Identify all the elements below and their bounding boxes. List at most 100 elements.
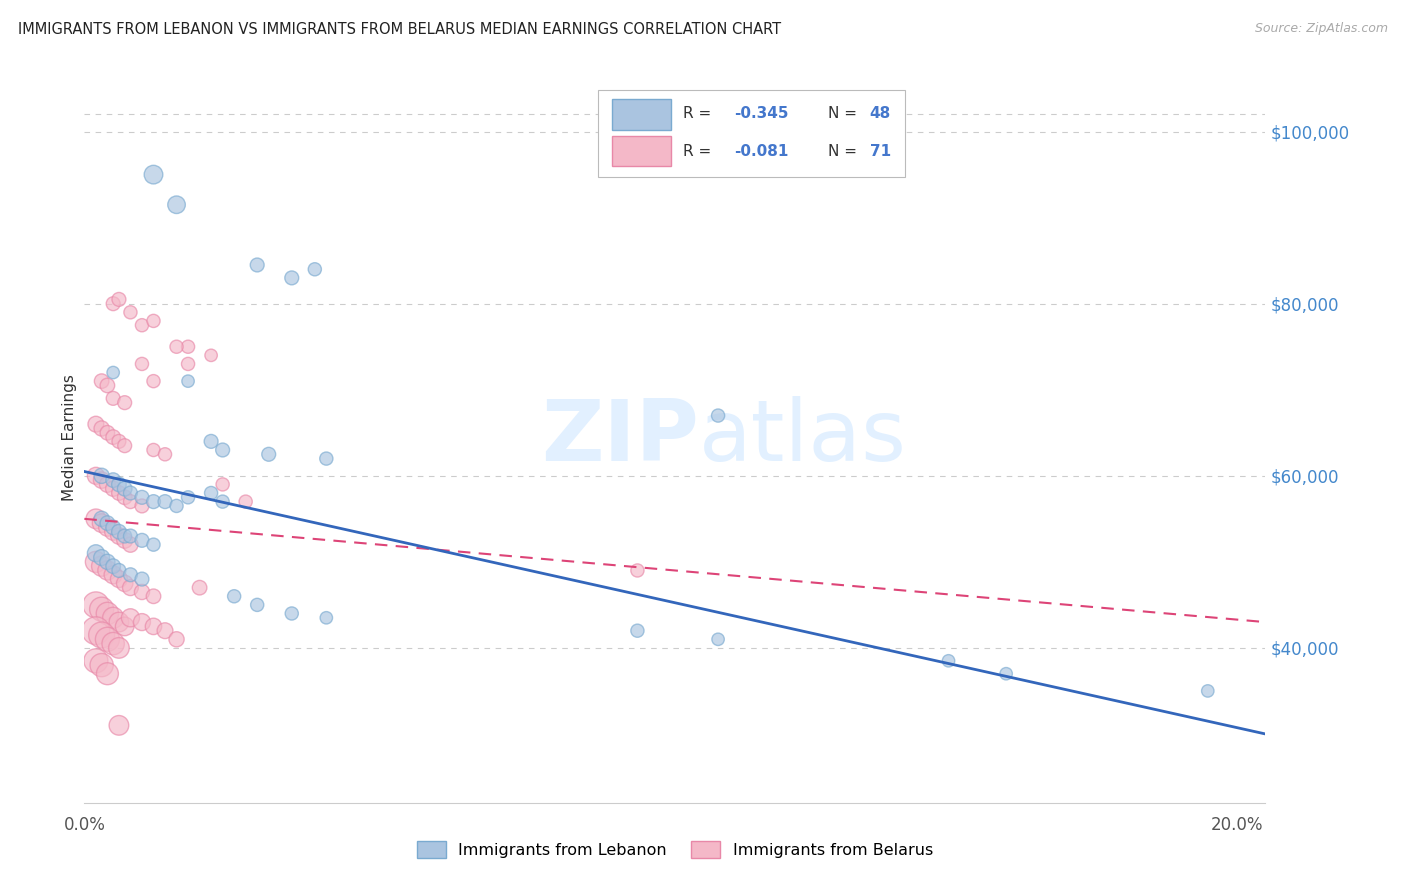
Point	[142, 168, 165, 182]
Point	[101, 366, 124, 380]
Point	[131, 318, 153, 333]
Point	[235, 494, 257, 508]
Point	[626, 624, 648, 638]
Point	[96, 477, 118, 491]
Text: IMMIGRANTS FROM LEBANON VS IMMIGRANTS FROM BELARUS MEDIAN EARNINGS CORRELATION C: IMMIGRANTS FROM LEBANON VS IMMIGRANTS FR…	[18, 22, 782, 37]
Text: Source: ZipAtlas.com: Source: ZipAtlas.com	[1254, 22, 1388, 36]
Point	[120, 538, 142, 552]
Point	[114, 533, 136, 548]
Point	[101, 637, 124, 651]
Point	[108, 564, 131, 578]
Point	[96, 378, 118, 392]
Point	[96, 555, 118, 569]
Point	[101, 482, 124, 496]
Point	[84, 654, 107, 668]
Text: atlas: atlas	[699, 395, 907, 479]
Point	[101, 567, 124, 582]
Point	[177, 340, 200, 354]
Point	[188, 581, 211, 595]
Point	[246, 258, 269, 272]
Point	[108, 524, 131, 539]
Point	[166, 499, 188, 513]
Point	[96, 666, 118, 681]
Point	[120, 611, 142, 625]
Point	[90, 602, 112, 616]
Point	[90, 512, 112, 526]
Point	[142, 314, 165, 328]
Point	[142, 442, 165, 457]
Point	[90, 421, 112, 435]
Text: R =: R =	[683, 144, 716, 159]
Point	[166, 340, 188, 354]
Point	[131, 572, 153, 586]
Point	[101, 296, 124, 310]
Point	[114, 439, 136, 453]
Point	[114, 491, 136, 505]
Point	[90, 559, 112, 574]
Text: R =: R =	[683, 106, 716, 121]
Point	[84, 512, 107, 526]
Point	[131, 499, 153, 513]
Point	[626, 564, 648, 578]
Point	[281, 271, 304, 285]
FancyBboxPatch shape	[598, 90, 905, 178]
Point	[211, 477, 233, 491]
Point	[224, 589, 246, 603]
Point	[108, 434, 131, 449]
Point	[120, 529, 142, 543]
Point	[211, 442, 233, 457]
Point	[120, 567, 142, 582]
Point	[153, 447, 176, 461]
Point	[114, 529, 136, 543]
Point	[707, 632, 730, 647]
Text: -0.345: -0.345	[734, 106, 789, 121]
Text: -0.081: -0.081	[734, 144, 789, 159]
Point	[90, 374, 112, 388]
Point	[90, 550, 112, 565]
Point	[84, 555, 107, 569]
Point	[114, 395, 136, 409]
Point	[108, 293, 131, 307]
Point	[142, 538, 165, 552]
Point	[281, 607, 304, 621]
Text: 48: 48	[870, 106, 891, 121]
Point	[131, 533, 153, 548]
Point	[96, 516, 118, 530]
Point	[101, 392, 124, 406]
Point	[108, 615, 131, 629]
Point	[96, 564, 118, 578]
Point	[211, 494, 233, 508]
Point	[177, 374, 200, 388]
Text: 71: 71	[870, 144, 891, 159]
Legend: Immigrants from Lebanon, Immigrants from Belarus: Immigrants from Lebanon, Immigrants from…	[411, 835, 939, 864]
Point	[120, 486, 142, 500]
Point	[84, 624, 107, 638]
Point	[108, 572, 131, 586]
Point	[166, 198, 188, 212]
Point	[96, 425, 118, 440]
Point	[96, 632, 118, 647]
Point	[90, 473, 112, 487]
Point	[1197, 684, 1219, 698]
Point	[153, 494, 176, 508]
Point	[166, 632, 188, 647]
Point	[84, 417, 107, 432]
Point	[257, 447, 280, 461]
Point	[142, 589, 165, 603]
Point	[177, 491, 200, 505]
Text: N =: N =	[828, 106, 862, 121]
Point	[707, 409, 730, 423]
Point	[246, 598, 269, 612]
Point	[84, 468, 107, 483]
Point	[90, 468, 112, 483]
Y-axis label: Median Earnings: Median Earnings	[62, 374, 77, 500]
Point	[101, 559, 124, 574]
Point	[142, 494, 165, 508]
Point	[84, 598, 107, 612]
Point	[96, 520, 118, 534]
Point	[101, 473, 124, 487]
Point	[108, 477, 131, 491]
Point	[101, 611, 124, 625]
FancyBboxPatch shape	[612, 136, 671, 167]
Point	[177, 357, 200, 371]
